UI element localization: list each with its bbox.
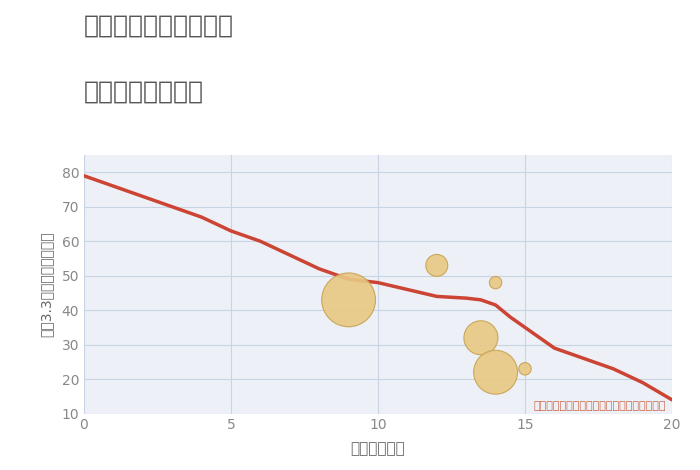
Text: 駅距離別土地価格: 駅距離別土地価格 — [84, 80, 204, 104]
Point — [431, 262, 442, 269]
Text: 大阪府枚方市渚東町の: 大阪府枚方市渚東町の — [84, 14, 234, 38]
Text: 円の大きさは、取引のあった物件面積を示す: 円の大きさは、取引のあった物件面積を示す — [533, 401, 666, 411]
Point — [490, 279, 501, 286]
Point — [475, 334, 486, 342]
X-axis label: 駅距離（分）: 駅距離（分） — [351, 441, 405, 456]
Point — [343, 296, 354, 304]
Point — [490, 368, 501, 376]
Point — [519, 365, 531, 373]
Y-axis label: 坪（3.3㎡）単価（万円）: 坪（3.3㎡）単価（万円） — [39, 232, 53, 337]
